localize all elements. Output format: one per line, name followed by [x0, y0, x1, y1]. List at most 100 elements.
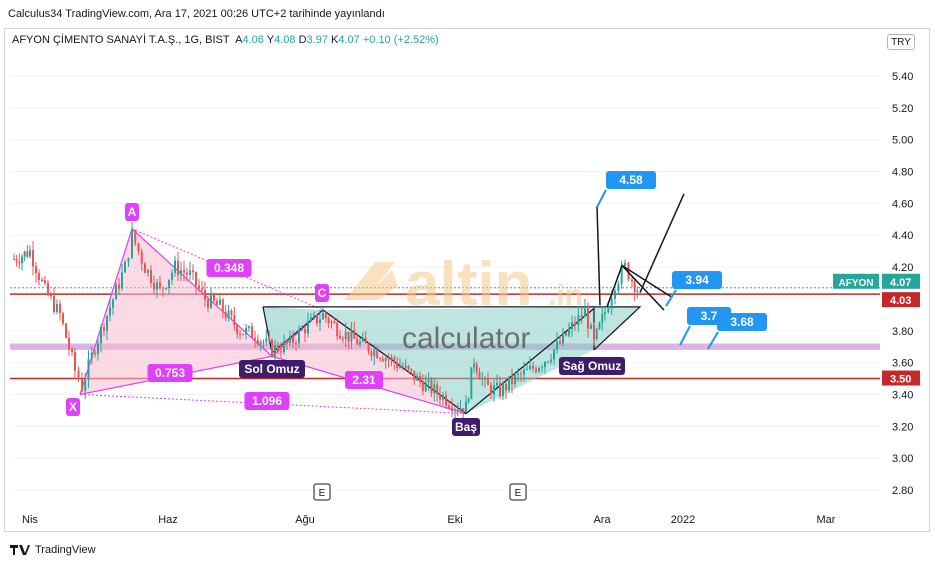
candle-body: [35, 266, 37, 274]
candle-body: [614, 290, 616, 299]
candle-body: [624, 262, 626, 266]
candle-body: [344, 331, 347, 340]
candle-body: [77, 370, 80, 380]
candle-body: [262, 341, 265, 343]
candle-body: [559, 341, 561, 344]
candle-body: [268, 338, 271, 341]
watermark-word3: calculator: [402, 322, 530, 355]
callout-label-bg: [672, 271, 722, 289]
candle-body: [283, 341, 285, 353]
open-value: 4.06: [242, 34, 264, 46]
candle-body: [201, 288, 203, 291]
y-tick-label: 3.20: [892, 421, 913, 433]
hs-label-bg: [452, 418, 480, 436]
y-tick-label: 3.00: [892, 453, 913, 465]
candle-body: [544, 361, 546, 367]
hs-label: Sağ Omuz: [563, 359, 622, 373]
candle-body: [319, 319, 321, 324]
candle-body: [277, 345, 279, 352]
candle-body: [636, 290, 639, 292]
point-label-bg: [315, 284, 329, 302]
candle-body: [32, 250, 34, 267]
candle-body: [484, 378, 486, 380]
candle-body: [410, 368, 413, 371]
ratio-label-bg: [244, 392, 290, 410]
callout-label: 3.7: [701, 309, 718, 323]
hs-label-bg: [239, 360, 305, 378]
point-label: C: [318, 286, 327, 300]
candle-body: [620, 265, 623, 284]
candle-body: [427, 379, 430, 383]
candle-body: [213, 294, 215, 301]
candle-body: [617, 283, 620, 291]
candle-body: [245, 328, 247, 335]
candle-body: [62, 313, 64, 324]
candle-body: [118, 284, 120, 289]
candle-body: [627, 262, 630, 280]
candle-body: [439, 394, 441, 400]
candle-body: [373, 349, 376, 357]
candle-body: [256, 339, 259, 345]
y-tick-label: 3.80: [892, 326, 913, 338]
candle-body: [216, 300, 218, 305]
candle-body: [387, 358, 390, 360]
candle-body: [553, 349, 555, 360]
pattern-ratio-line: [131, 228, 273, 357]
candle-body: [598, 322, 601, 329]
candle-body: [198, 285, 200, 289]
event-marker-label: E: [515, 488, 522, 499]
candle-body: [313, 315, 315, 318]
candle-body: [475, 363, 478, 373]
candle-body: [511, 376, 513, 385]
candle-body: [192, 270, 194, 273]
candle-body: [307, 321, 309, 334]
candle-body: [156, 282, 158, 290]
point-label-bg: [66, 398, 80, 416]
watermark-logo-icon: [345, 262, 398, 300]
callout-label: 3.68: [730, 315, 754, 329]
symbol-tag: AFYON: [839, 278, 874, 289]
price-tag: 3.50: [890, 374, 911, 386]
breakout-projection: [639, 193, 685, 293]
candle-body: [336, 322, 339, 337]
candle-body: [587, 308, 589, 329]
candle-body: [68, 337, 70, 350]
candle-body: [505, 383, 507, 391]
candle-body: [487, 379, 489, 385]
candle-body: [41, 279, 43, 281]
candle-body: [339, 336, 341, 339]
currency-button[interactable]: TRY: [887, 34, 915, 50]
candle-body: [144, 263, 146, 273]
hs-fill-main: [323, 306, 640, 414]
candle-body: [150, 269, 152, 283]
candle-body: [87, 359, 90, 381]
candle-body: [103, 326, 105, 331]
y-tick-label: 5.40: [892, 71, 913, 83]
low-key: D: [298, 34, 307, 46]
candle-body: [459, 408, 462, 411]
callout-label-bg: [717, 313, 767, 331]
candle-body: [186, 272, 188, 275]
ratio-label-bg: [345, 371, 383, 389]
candle-body: [109, 307, 111, 316]
candle-body: [499, 382, 501, 397]
candle-body: [493, 385, 495, 395]
candle-body: [356, 338, 359, 345]
event-marker-label: E: [319, 488, 326, 499]
candle-body: [106, 315, 108, 331]
y-tick-label: 4.60: [892, 198, 913, 210]
candle-body: [236, 325, 239, 334]
candle-body: [177, 260, 179, 275]
pattern-fill-bcd: [272, 310, 466, 414]
candle-body: [140, 251, 143, 264]
tradingview-logo-icon: [10, 545, 30, 555]
candle-body: [473, 363, 475, 368]
candle-body: [221, 299, 224, 313]
event-marker-box: [313, 483, 331, 501]
footer: TradingView: [10, 544, 96, 556]
price-tag: 4.03: [890, 295, 911, 307]
candle-body: [478, 372, 481, 380]
candle-body: [286, 341, 288, 344]
candle-body: [74, 352, 76, 371]
candle-body: [38, 273, 40, 280]
